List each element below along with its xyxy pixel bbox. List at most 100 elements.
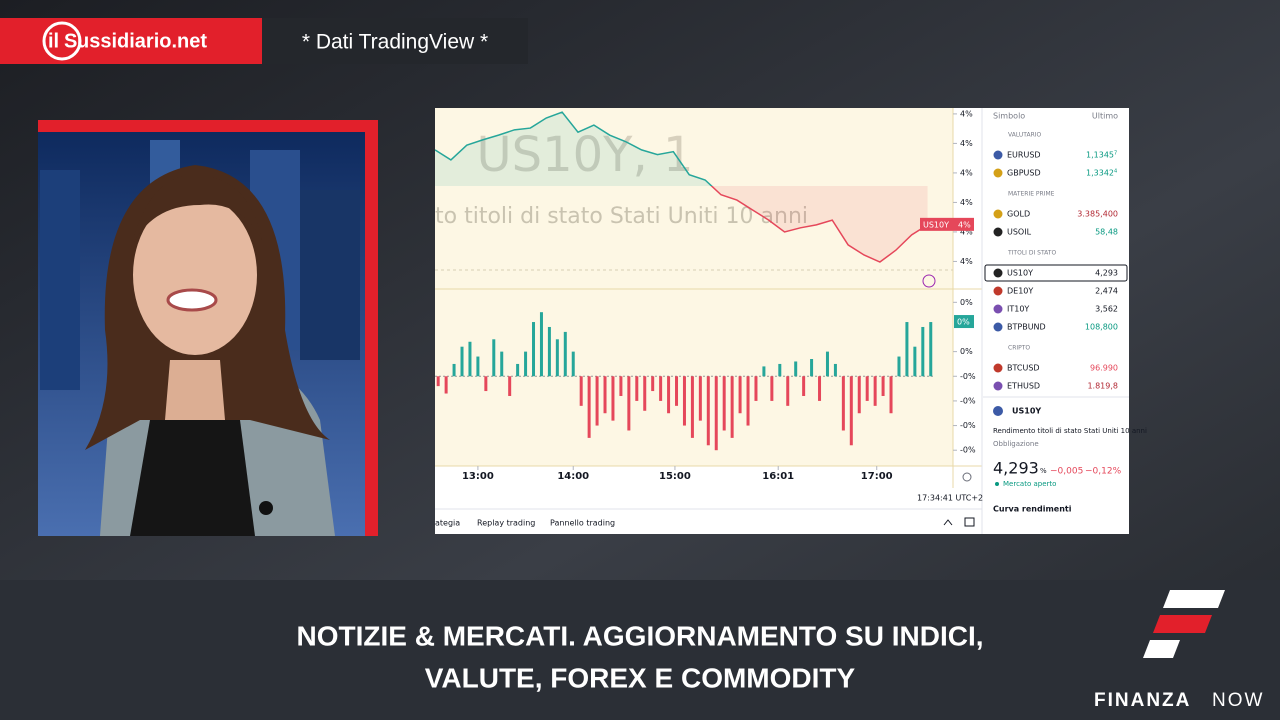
- toolbar-item[interactable]: Pannello trading: [550, 519, 615, 528]
- symbol-icon: [993, 381, 1003, 391]
- brand-mark: [1143, 640, 1180, 658]
- row-symbol: IT10Y: [1007, 305, 1029, 314]
- flag-icon: [993, 406, 1003, 416]
- row-symbol: BTPBUND: [1007, 323, 1046, 332]
- row-pip: 4: [1114, 169, 1117, 175]
- row-value: 1,1345: [1086, 151, 1114, 160]
- row-highlight: [984, 264, 1128, 282]
- symbol-icon: [993, 209, 1003, 219]
- details-link[interactable]: Curva rendimenti: [993, 505, 1072, 514]
- histogram-bar: [881, 376, 885, 396]
- histogram-bar: [690, 376, 694, 438]
- x-tick-label: 14:00: [557, 471, 589, 482]
- histogram-bar: [722, 376, 726, 431]
- histogram-bar: [484, 376, 488, 392]
- histogram-bar: [873, 376, 877, 406]
- collapse-icon[interactable]: [943, 519, 953, 526]
- row-symbol: GBPUSD: [1007, 169, 1041, 178]
- histogram-bar: [436, 376, 440, 387]
- details-kind: Obbligazione: [993, 440, 1039, 448]
- histogram-bar: [492, 339, 496, 377]
- row-value: 2,474: [1095, 287, 1118, 296]
- histogram-bar: [627, 376, 631, 431]
- details-symbol: US10Y: [1012, 407, 1041, 416]
- histogram-bar: [865, 376, 869, 401]
- last-price-label: 4%: [958, 220, 971, 229]
- logo-prefix: il: [48, 30, 59, 52]
- histogram-bar: [778, 363, 782, 377]
- histogram-bar: [675, 376, 679, 406]
- caption-line: NOTIZIE & MERCATI. AGGIORNAMENTO SU INDI…: [296, 620, 983, 651]
- histogram-bar: [682, 376, 686, 426]
- histogram-bar: [659, 376, 663, 401]
- row-value: 3,562: [1095, 305, 1118, 314]
- histogram-bar: [849, 376, 853, 446]
- histogram-bar: [786, 376, 790, 406]
- row-value: 96.990: [1090, 364, 1118, 373]
- y-tick-label: -0%: [960, 446, 976, 455]
- y-tick-label: 0%: [960, 347, 973, 356]
- histogram-bar: [619, 376, 623, 396]
- details-change-pct: −0,12%: [1085, 467, 1122, 477]
- histogram-bar: [818, 376, 822, 401]
- histogram-bar: [508, 376, 512, 396]
- histogram-bar: [452, 363, 456, 377]
- histogram-bar: [579, 376, 583, 406]
- status-dot: [995, 482, 999, 486]
- caption-band: [0, 580, 1280, 720]
- histogram-bar: [706, 376, 710, 446]
- x-tick-label: 15:00: [659, 471, 691, 482]
- histogram-bar: [587, 376, 591, 438]
- y-tick-label: 4%: [960, 139, 973, 148]
- section-title: MATERIE PRIME: [1008, 191, 1055, 198]
- section-title: TITOLI DI STATO: [1007, 250, 1056, 257]
- y-tick-label: 4%: [960, 168, 973, 177]
- histogram-bar: [825, 351, 829, 377]
- brand-mark: [1163, 590, 1225, 608]
- details-description: Rendimento titoli di stato Stati Uniti 1…: [993, 427, 1147, 435]
- row-symbol: BTCUSD: [1007, 364, 1040, 373]
- histogram-bar: [444, 376, 448, 394]
- section-title: CRIPTO: [1008, 345, 1030, 352]
- row-symbol: US10Y: [1007, 269, 1033, 278]
- histogram-bar: [643, 376, 647, 411]
- histogram-bar: [476, 356, 480, 377]
- details-price: 4,293: [993, 459, 1039, 478]
- histogram-bar: [897, 356, 901, 377]
- settings-icon: [962, 472, 972, 482]
- symbol-icon: [993, 322, 1003, 332]
- price-area-up: [435, 112, 928, 186]
- histogram-bar: [889, 376, 893, 414]
- section-title: VALUTARIO: [1008, 132, 1042, 139]
- y-tick-label: -0%: [960, 372, 976, 381]
- histogram-bar: [913, 346, 917, 377]
- chart: 13:00 14:00 15:00 16:01 17:004%4%4%4%4%4%US1…: [435, 109, 976, 482]
- toolbar-item[interactable]: ategia: [435, 519, 460, 528]
- histogram-bar: [524, 351, 528, 377]
- symbol-icon: [993, 363, 1003, 373]
- maximize-icon[interactable]: [964, 517, 975, 527]
- histogram-bar: [921, 326, 925, 377]
- watchlist: VALUTARIO EURUSD 1,1345 7 GBPUSD 1,3342 4 MATER…: [984, 132, 1128, 391]
- column-header: Ultimo: [1092, 112, 1118, 121]
- y-tick-label: 4%: [960, 198, 973, 207]
- histogram-bar: [460, 346, 464, 377]
- histogram-bar: [905, 322, 909, 377]
- last-price-name: US10Y: [923, 220, 949, 229]
- x-tick-label: 17:00: [861, 471, 893, 482]
- histogram-bar: [563, 331, 567, 377]
- row-symbol: GOLD: [1007, 210, 1030, 219]
- histogram-bar: [539, 312, 543, 377]
- x-tick-label: 13:00: [462, 471, 494, 482]
- y-tick-label: 4%: [960, 227, 973, 236]
- price-area-down: [435, 186, 928, 263]
- histogram-bar: [532, 322, 536, 377]
- source-band: [262, 18, 528, 64]
- histogram-bar: [802, 376, 806, 396]
- histogram-bar: [595, 376, 599, 426]
- x-tick-label: 16:01: [762, 471, 794, 482]
- details-unit: %: [1040, 467, 1047, 475]
- y-tick-label: 4%: [960, 109, 973, 118]
- histogram-bar: [841, 376, 845, 431]
- toolbar-item[interactable]: Replay trading: [477, 519, 535, 528]
